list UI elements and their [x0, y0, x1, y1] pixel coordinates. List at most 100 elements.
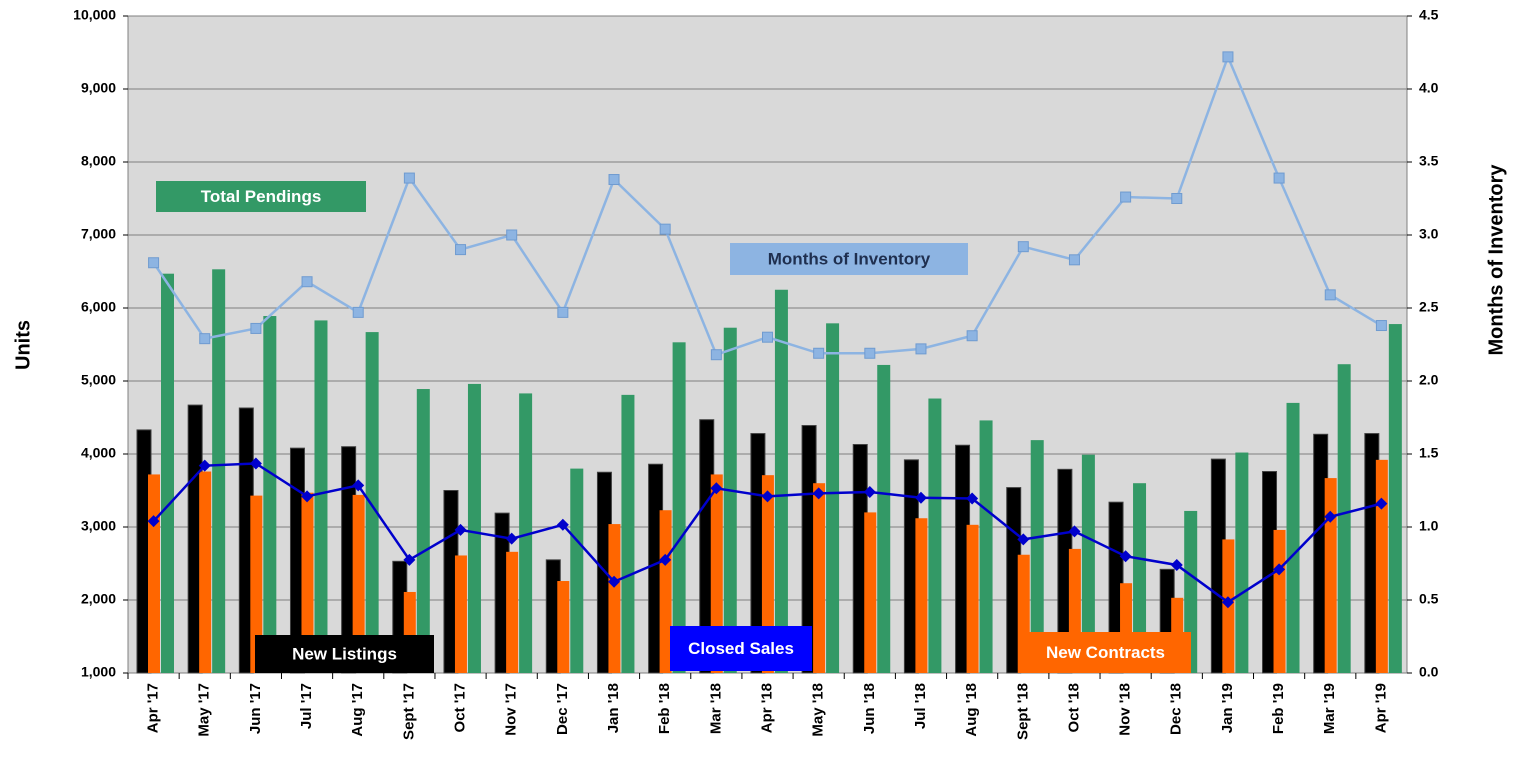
- bar: [519, 393, 533, 673]
- y2-axis-title: Months of Inventory: [1485, 164, 1507, 356]
- marker: [966, 330, 978, 342]
- bar: [826, 323, 840, 673]
- marker: [813, 347, 825, 359]
- marker: [1324, 289, 1336, 301]
- marker: [1324, 510, 1337, 523]
- bar: [365, 332, 379, 673]
- bar: [723, 327, 737, 673]
- bar: [263, 316, 277, 673]
- bar: [212, 269, 226, 673]
- x-tick-label: Oct '17: [452, 683, 469, 732]
- legend-label: Closed Sales: [688, 639, 794, 658]
- bar: [1235, 452, 1249, 673]
- bar: [928, 398, 942, 673]
- marker: [1119, 550, 1132, 563]
- bar: [979, 420, 993, 673]
- bar: [608, 524, 621, 673]
- marker: [762, 331, 773, 343]
- marker: [1068, 254, 1080, 266]
- bar: [199, 471, 212, 673]
- marker: [1017, 533, 1030, 546]
- x-tick-label: Mar '18: [707, 683, 724, 734]
- bar: [1375, 459, 1388, 673]
- bar: [161, 273, 174, 673]
- bar: [1133, 483, 1147, 673]
- marker: [1120, 191, 1132, 203]
- marker: [1221, 596, 1234, 609]
- marker: [556, 518, 569, 531]
- bar: [761, 475, 774, 673]
- marker: [1017, 241, 1029, 253]
- marker: [608, 575, 621, 588]
- marker: [352, 306, 364, 318]
- marker: [352, 479, 365, 492]
- bar: [467, 383, 481, 673]
- marker: [403, 553, 416, 566]
- bar: [352, 494, 365, 673]
- bar: [1286, 402, 1300, 673]
- marker: [1171, 193, 1183, 204]
- bar: [966, 524, 979, 673]
- x-tick-label: Dec '18: [1168, 683, 1185, 735]
- legend-box: [1020, 632, 1191, 673]
- bar: [659, 510, 672, 673]
- bar: [148, 474, 160, 673]
- x-tick-label: Nov '17: [503, 683, 520, 736]
- x-tick-label: May '17: [196, 683, 213, 737]
- marker: [1273, 172, 1285, 184]
- marker: [403, 172, 415, 184]
- x-tick-label: Dec '17: [554, 683, 571, 735]
- bar: [557, 581, 570, 673]
- bar: [710, 474, 723, 673]
- x-tick-label: Jan '18: [605, 683, 622, 733]
- y-tick-label: 10,000: [73, 7, 116, 23]
- x-tick-label: Aug '18: [963, 683, 980, 737]
- x-tick-label: Apr '18: [758, 683, 775, 733]
- marker: [505, 532, 518, 545]
- bar: [1273, 529, 1286, 673]
- y-tick-label: 2,000: [81, 591, 116, 607]
- y-tick-label: 5,000: [81, 372, 116, 388]
- marker: [864, 347, 876, 359]
- bar: [774, 289, 788, 673]
- y2-tick-label: 1.0: [1419, 518, 1439, 534]
- x-tick-label: Jan '19: [1219, 683, 1236, 733]
- y2-tick-label: 2.0: [1419, 372, 1439, 388]
- x-tick-label: Mar '19: [1321, 683, 1338, 734]
- marker: [1222, 51, 1234, 63]
- y-tick-label: 4,000: [81, 445, 116, 461]
- marker: [1068, 525, 1081, 538]
- bar: [416, 389, 430, 673]
- x-tick-label: Apr '19: [1372, 683, 1389, 733]
- bar: [570, 468, 584, 673]
- y-tick-label: 9,000: [81, 80, 116, 96]
- y-tick-label: 7,000: [81, 226, 116, 242]
- x-tick-label: Aug '17: [349, 683, 366, 737]
- y-tick-label: 6,000: [81, 299, 116, 315]
- marker: [761, 490, 774, 503]
- bar: [1081, 454, 1095, 673]
- legend-label: Total Pendings: [201, 187, 322, 206]
- legend-box: [730, 243, 968, 275]
- bar: [250, 495, 263, 673]
- x-tick-label: Nov '18: [1117, 683, 1134, 736]
- marker: [608, 174, 620, 186]
- legend-box: [670, 626, 812, 671]
- marker: [249, 457, 262, 470]
- bar: [454, 555, 467, 673]
- marker: [454, 523, 467, 536]
- x-tick-label: Apr '17: [145, 683, 162, 733]
- marker: [301, 276, 313, 288]
- marker: [710, 349, 722, 361]
- y2-tick-label: 2.5: [1419, 299, 1439, 315]
- bar: [621, 394, 635, 673]
- marker: [199, 333, 211, 345]
- bar: [672, 342, 686, 673]
- x-tick-label: Sept '18: [1014, 683, 1031, 740]
- y-tick-label: 1,000: [81, 664, 116, 680]
- marker: [710, 482, 723, 495]
- y-tick-label: 8,000: [81, 153, 116, 169]
- marker: [659, 223, 671, 235]
- y2-tick-label: 4.5: [1419, 7, 1439, 23]
